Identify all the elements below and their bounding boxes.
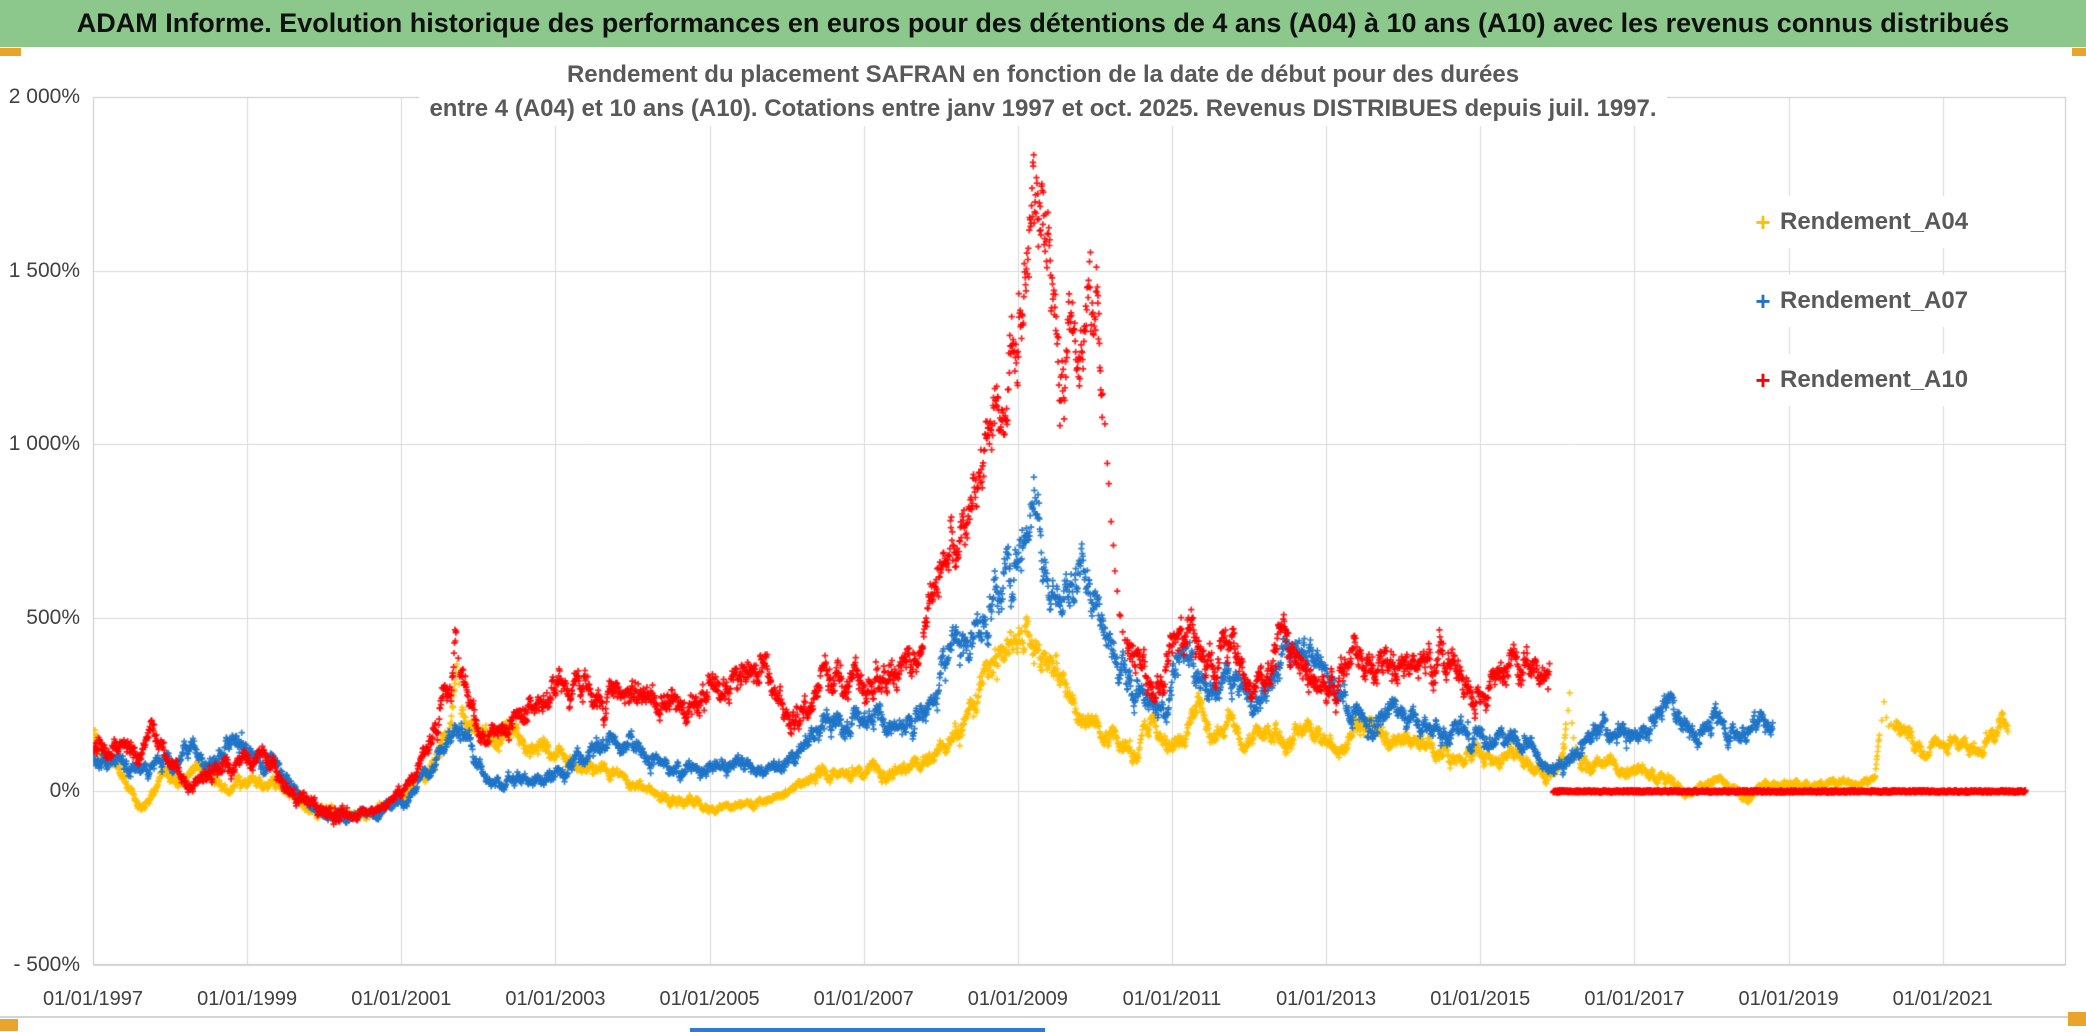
y-tick-label[interactable]: 1 500% <box>8 258 80 282</box>
y-tick-label[interactable]: - 500% <box>13 953 80 976</box>
y-tick-label[interactable]: 0% <box>49 779 80 803</box>
x-tick-label[interactable]: 01/01/1999 <box>197 988 298 1010</box>
x-tick-label[interactable]: 01/01/2019 <box>1738 988 1839 1010</box>
legend-item-rendement-a04[interactable]: + Rendement_A04 <box>1738 196 2038 248</box>
legend-label: Rendement_A07 <box>1780 287 1969 314</box>
y-tick-label[interactable]: 2 000% <box>8 85 80 108</box>
x-tick-label[interactable]: 01/01/2009 <box>967 988 1068 1010</box>
x-tick-label[interactable]: 01/01/2005 <box>659 988 760 1010</box>
legend-label: Rendement_A10 <box>1780 366 1969 393</box>
x-tick-label[interactable]: 01/01/2003 <box>505 988 606 1010</box>
x-tick-label[interactable]: 01/01/2021 <box>1892 988 1993 1010</box>
legend-item-rendement-a10[interactable]: + Rendement_A10 <box>1738 354 2038 406</box>
x-tick-label[interactable]: 01/01/1997 <box>42 988 144 1010</box>
plus-marker-icon: + <box>1755 365 1771 395</box>
x-tick-label[interactable]: 01/01/2007 <box>813 988 914 1010</box>
chart-legend: + Rendement_A04 + Rendement_A07 + Rendem… <box>1738 196 2038 433</box>
y-tick-label[interactable]: 1 000% <box>8 432 80 456</box>
x-tick-label[interactable]: 01/01/2001 <box>351 988 452 1010</box>
x-tick-label[interactable]: 01/01/2013 <box>1276 988 1377 1010</box>
legend-label: Rendement_A04 <box>1780 208 1969 235</box>
x-tick-label[interactable]: 01/01/2011 <box>1122 988 1222 1010</box>
plus-marker-icon: + <box>1755 286 1771 316</box>
x-tick-label[interactable]: 01/01/2017 <box>1584 988 1685 1010</box>
legend-item-rendement-a07[interactable]: + Rendement_A07 <box>1738 275 2038 327</box>
plus-marker-icon: + <box>1755 207 1771 237</box>
y-tick-label[interactable]: 500% <box>26 605 80 629</box>
x-tick-label[interactable]: 01/01/2015 <box>1430 988 1531 1010</box>
